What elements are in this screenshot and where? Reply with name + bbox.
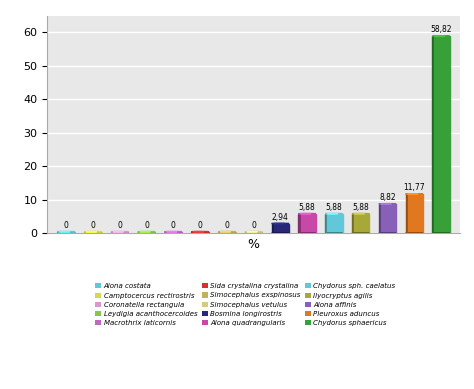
Bar [354,214,369,233]
Bar [435,36,450,233]
Text: 11,77: 11,77 [403,183,425,192]
Bar [352,214,354,233]
Text: 0: 0 [224,221,229,230]
Text: 0: 0 [251,221,256,230]
Ellipse shape [379,203,396,204]
Ellipse shape [218,231,236,232]
Bar [328,214,343,233]
Ellipse shape [84,231,101,232]
Bar [379,204,381,233]
Text: 5,88: 5,88 [352,203,369,212]
Ellipse shape [111,231,128,232]
Bar [406,194,408,233]
Legend: Alona costata, Camptocercus rectirostris, Coronatella rectangula, Leydigia acant: Alona costata, Camptocercus rectirostris… [92,280,398,329]
Ellipse shape [164,231,182,232]
Text: 58,82: 58,82 [430,25,452,34]
Ellipse shape [57,231,75,232]
Bar [167,232,182,233]
Ellipse shape [272,223,289,224]
Bar [247,232,262,233]
Ellipse shape [191,231,209,232]
Bar [325,214,328,233]
Text: 5,88: 5,88 [326,203,342,212]
Text: 0: 0 [117,221,122,230]
Text: 5,88: 5,88 [299,203,316,212]
Text: 0: 0 [144,221,149,230]
Bar [111,232,113,233]
Bar [218,232,220,233]
Text: 0: 0 [91,221,95,230]
Bar [274,224,289,233]
Text: 0: 0 [198,221,202,230]
Ellipse shape [138,231,155,232]
Bar [57,232,60,233]
Bar [220,232,236,233]
Text: 0: 0 [171,221,176,230]
Bar [381,204,396,233]
Bar [245,232,247,233]
Bar [140,232,155,233]
Bar [432,36,435,233]
Bar [272,224,274,233]
X-axis label: %: % [247,238,260,251]
Bar [84,232,86,233]
Bar [113,232,128,233]
Ellipse shape [245,231,262,232]
Bar [299,214,301,233]
Text: 0: 0 [64,221,69,230]
Bar [193,232,209,233]
Bar [191,232,193,233]
Bar [408,194,423,233]
Bar [164,232,167,233]
Bar [86,232,101,233]
Bar [301,214,316,233]
Bar [138,232,140,233]
Text: 8,82: 8,82 [379,193,396,202]
Text: 2,94: 2,94 [272,213,289,222]
Bar [60,232,75,233]
Ellipse shape [432,36,450,37]
